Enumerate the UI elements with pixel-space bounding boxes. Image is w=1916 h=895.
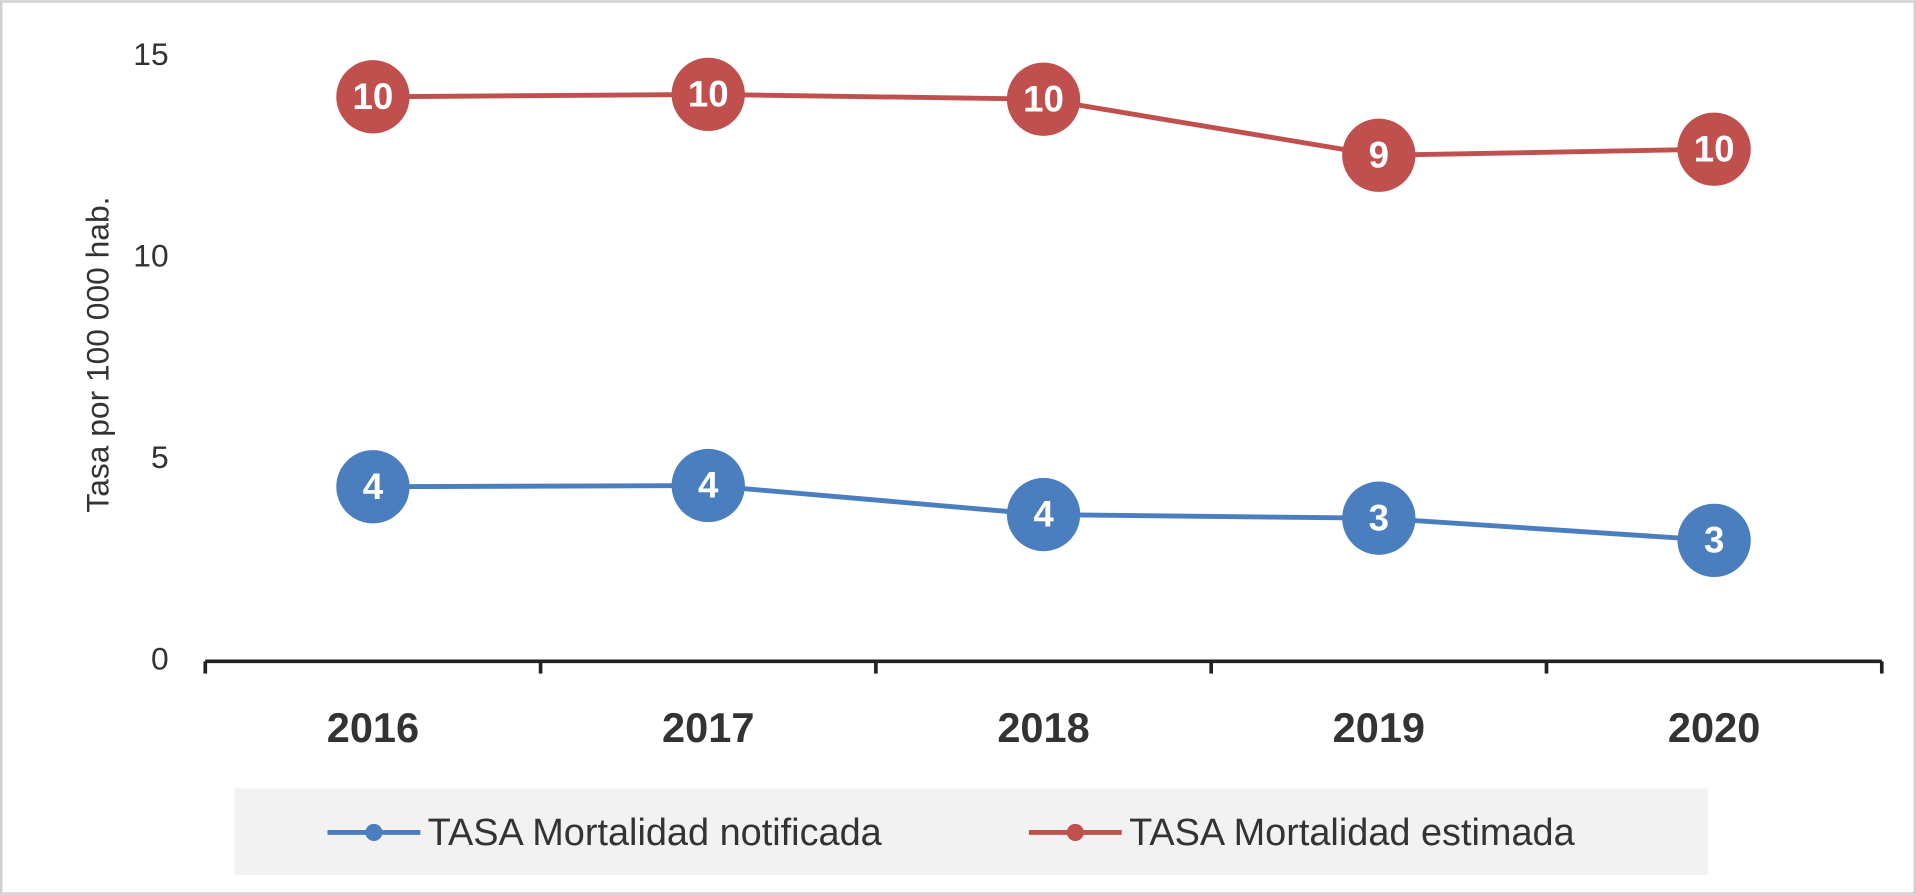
data-label: 4 bbox=[698, 465, 719, 506]
data-label: 3 bbox=[1369, 497, 1389, 538]
x-tick-label: 2016 bbox=[327, 704, 419, 751]
data-label: 10 bbox=[1023, 78, 1064, 119]
legend-label: TASA Mortalidad estimada bbox=[1129, 812, 1576, 854]
marker bbox=[1006, 477, 1081, 552]
marker bbox=[336, 60, 410, 134]
marker bbox=[1677, 503, 1751, 578]
y-tick-label: 10 bbox=[133, 237, 168, 273]
marker bbox=[1342, 481, 1416, 555]
legend-marker bbox=[1066, 823, 1084, 841]
legend-label: TASA Mortalidad notificada bbox=[428, 812, 883, 854]
data-label: 9 bbox=[1369, 134, 1389, 175]
x-tick-label: 2019 bbox=[1333, 704, 1425, 751]
marker bbox=[336, 450, 410, 524]
marker bbox=[1677, 112, 1751, 186]
x-tick-label: 2020 bbox=[1668, 704, 1760, 751]
data-label: 10 bbox=[688, 74, 729, 115]
data-label: 10 bbox=[353, 76, 394, 117]
data-label: 10 bbox=[1694, 128, 1735, 169]
legend-marker bbox=[365, 823, 383, 841]
y-tick-label: 5 bbox=[151, 439, 169, 475]
legend-box bbox=[234, 788, 1709, 876]
y-tick-label: 0 bbox=[151, 641, 169, 677]
marker bbox=[1006, 62, 1081, 136]
x-tick-label: 2017 bbox=[662, 704, 754, 751]
data-label: 4 bbox=[1033, 494, 1054, 535]
x-tick-label: 2018 bbox=[997, 704, 1089, 751]
marker bbox=[671, 57, 745, 132]
data-label: 4 bbox=[363, 466, 384, 507]
y-axis-title: Tasa por 100 000 hab. bbox=[80, 197, 116, 513]
marker bbox=[671, 448, 745, 523]
y-tick-label: 15 bbox=[133, 36, 168, 72]
marker bbox=[1342, 118, 1416, 192]
data-label: 3 bbox=[1704, 519, 1724, 560]
